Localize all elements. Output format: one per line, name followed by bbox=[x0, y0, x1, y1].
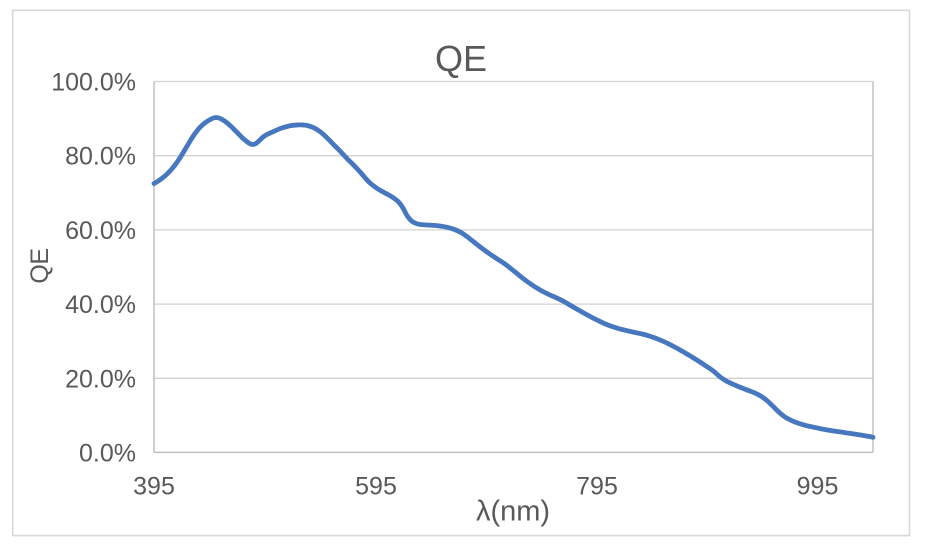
svg-text:QE: QE bbox=[435, 38, 487, 79]
svg-text:40.0%: 40.0% bbox=[65, 291, 136, 319]
svg-text:QE: QE bbox=[26, 248, 54, 283]
svg-text:395: 395 bbox=[133, 473, 175, 501]
svg-text:0.0%: 0.0% bbox=[79, 439, 136, 467]
svg-text:995: 995 bbox=[797, 473, 839, 501]
svg-text:795: 795 bbox=[576, 473, 618, 501]
svg-text:100.0%: 100.0% bbox=[51, 69, 136, 97]
svg-text:595: 595 bbox=[355, 473, 397, 501]
svg-text:20.0%: 20.0% bbox=[65, 365, 136, 393]
svg-text:80.0%: 80.0% bbox=[65, 143, 136, 171]
svg-text:λ(nm): λ(nm) bbox=[476, 496, 550, 528]
svg-text:60.0%: 60.0% bbox=[65, 217, 136, 245]
